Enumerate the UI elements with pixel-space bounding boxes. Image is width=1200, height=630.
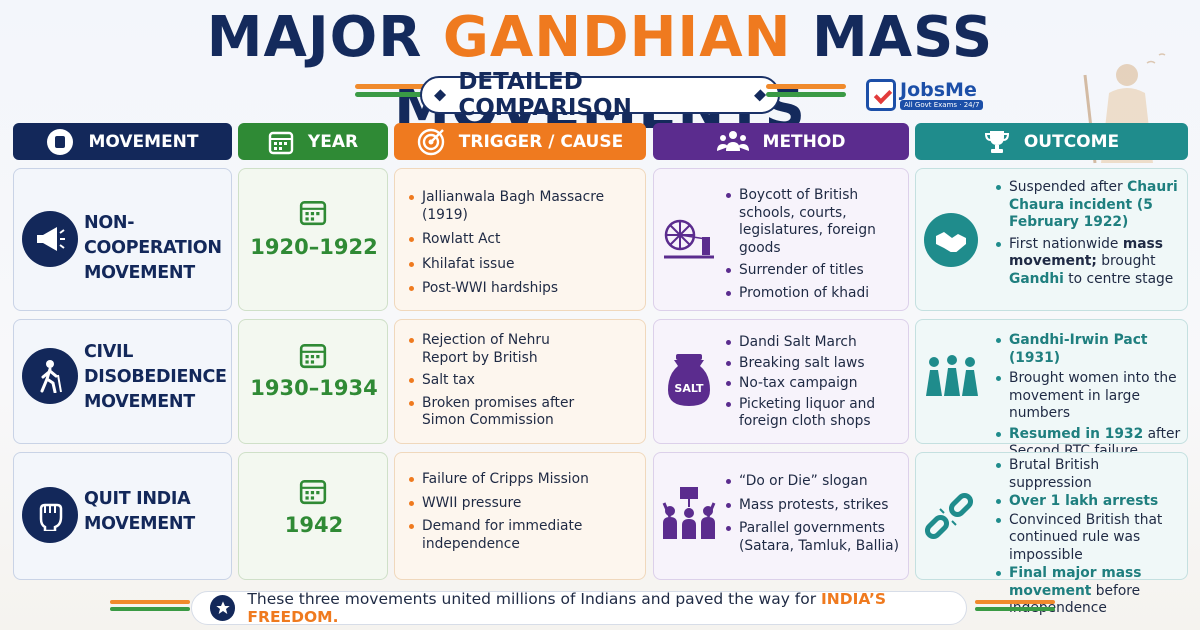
brand-logo: JobsMe All Govt Exams · 24/7 [866,77,994,113]
handshake-icon [924,213,978,267]
year-value: 1930–1934 [250,376,378,400]
trophy-icon [984,130,1009,153]
row-2-year: 1930–1934 [238,319,388,444]
list-item: Jallianwala Bagh Massacre (1919) [409,189,639,224]
row-3-outcome: Brutal British suppression Over 1 lakh a… [915,452,1188,616]
row-3-year: 1942 [238,452,388,580]
footer-text: These three movements united millions of… [247,590,887,626]
diamond-icon [434,88,447,102]
list-item: Brought women into the movement in large… [996,370,1184,423]
movement-name: CIVIL DISOBEDIENCE MOVEMENT [84,342,227,412]
people-group-icon [716,130,749,151]
list-item: Picketing liquor and foreign cloth shops [726,396,906,431]
subtitle-text: DETAILED COMPARISON [458,69,632,121]
footer-banner: These three movements united millions of… [191,590,967,626]
list-item: Boycott of British schools, courts, legi… [726,187,906,257]
movement-name: NON-COOPERATION MOVEMENT [84,213,222,283]
list-item: Broken promises after Simon Commission [409,395,595,430]
movement-name: QUIT INDIA MOVEMENT [84,489,195,534]
subtitle-bar: DETAILED COMPARISON [0,69,1200,121]
row-2-movement: CIVIL DISOBEDIENCE MOVEMENT [13,319,232,444]
fist-icon [47,128,74,155]
list-item: Breaking salt laws [726,355,906,373]
header-year-label: YEAR [307,131,359,152]
tricolor-stripe-footer-left [110,600,190,616]
list-item: Suspended after Chauri Chaura incident (… [996,179,1184,232]
list-item: Gandhi-Irwin Pact (1931) [996,332,1184,367]
tricolor-stripe-right [766,84,846,106]
list-item: Brutal British suppression [996,457,1186,492]
calendar-icon [299,480,327,505]
list-item: No-tax campaign [726,375,906,393]
list-item: Rowlatt Act [409,231,639,249]
year-value: 1920–1922 [250,235,378,259]
header-movement-label: MOVEMENT [88,131,199,152]
row-1-outcome: Suspended after Chauri Chaura incident (… [915,168,1188,311]
list-item: Mass protests, strikes [726,497,906,515]
target-icon [417,128,444,155]
list-item: Promotion of khadi [726,285,906,303]
list-item: First nationwide mass movement; brought … [996,236,1184,289]
tricolor-stripe-left [355,84,435,106]
list-item: Surrender of titles [726,262,906,280]
row-1-method: Boycott of British schools, courts, legi… [653,168,909,311]
header-outcome: OUTCOME [915,123,1188,160]
list-item: Rejection of Nehru Report by British [409,332,595,367]
raised-fist-icon [22,487,78,543]
broken-chain-icon [924,492,974,540]
list-item: Over 1 lakh arrests [996,493,1186,511]
title-accent: GANDHIAN [442,5,792,70]
row-3-movement: QUIT INDIA MOVEMENT [13,452,232,580]
calendar-icon [299,344,327,369]
list-item: Failure of Cripps Mission [409,471,635,489]
logo-tagline: All Govt Exams · 24/7 [900,100,984,110]
header-trigger: TRIGGER / CAUSE [394,123,646,160]
title-part-1: MAJOR [206,5,443,70]
list-item: Demand for immediate independence [409,518,635,553]
women-group-icon [926,355,978,396]
list-item: Salt tax [409,372,595,390]
checkmark-icon [866,79,896,111]
list-item: Dandi Salt March [726,334,906,352]
list-item: Khilafat issue [409,256,639,274]
header-method: METHOD [653,123,909,160]
protest-crowd-icon [662,487,716,539]
svg-text:SALT: SALT [674,382,704,395]
tricolor-stripe-footer-right [975,600,1055,616]
diamond-icon [753,88,766,102]
row-2-method: SALT Dandi Salt March Breaking salt laws… [653,319,909,444]
list-item: Parallel governments (Satara, Tamluk, Ba… [726,520,906,555]
row-1-trigger: Jallianwala Bagh Massacre (1919) Rowlatt… [394,168,646,311]
row-3-trigger: Failure of Cripps Mission WWII pressure … [394,452,646,580]
row-1-year: 1920–1922 [238,168,388,311]
calendar-icon [299,201,327,226]
list-item: Final major mass movement before indepen… [996,565,1186,618]
row-2-trigger: Rejection of Nehru Report by British Sal… [394,319,646,444]
header-method-label: METHOD [762,131,846,152]
row-2-outcome: Gandhi-Irwin Pact (1931) Brought women i… [915,319,1188,459]
row-1-movement: NON-COOPERATION MOVEMENT [13,168,232,311]
year-value: 1942 [284,513,344,537]
list-item: WWII pressure [409,495,635,513]
list-item: “Do or Die” slogan [726,473,906,491]
header-movement: MOVEMENT [13,123,232,160]
header-year: YEAR [238,123,388,160]
salt-bag-icon: SALT [668,354,710,406]
star-icon [210,595,236,621]
subtitle-pill: DETAILED COMPARISON [420,69,780,121]
header-trigger-label: TRIGGER / CAUSE [458,131,624,152]
list-item: Post-WWI hardships [409,280,639,298]
charkha-icon [664,219,714,259]
megaphone-icon [22,211,78,267]
row-3-method: “Do or Die” slogan Mass protests, strike… [653,452,909,580]
walking-man-icon [22,348,78,404]
list-item: Convinced British that continued rule wa… [996,512,1186,565]
calendar-icon [268,131,294,154]
logo-name: JobsMe [900,79,977,101]
header-outcome-label: OUTCOME [1023,131,1120,152]
